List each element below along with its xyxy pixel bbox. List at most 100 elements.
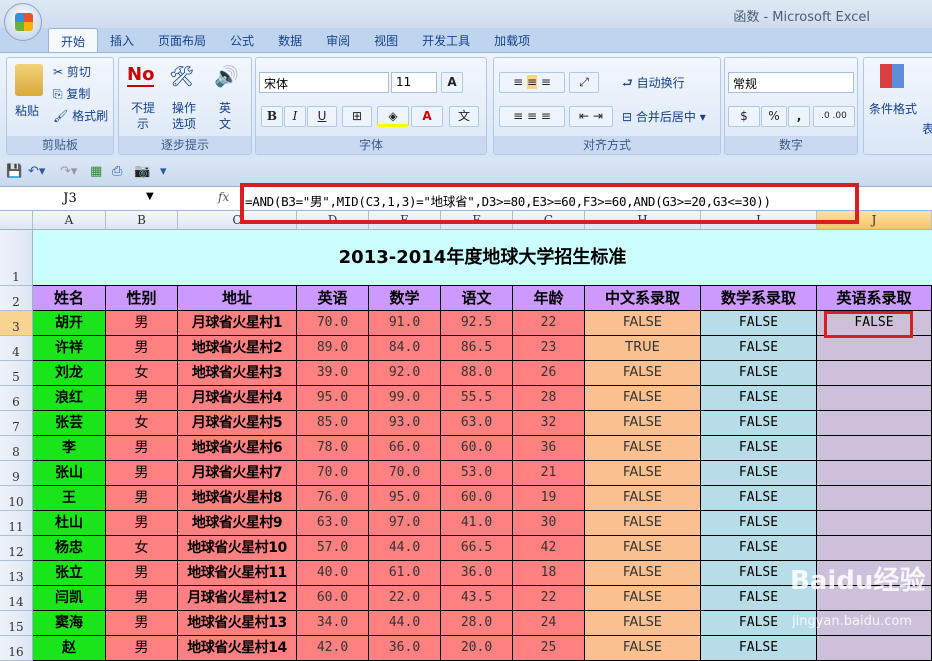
no-tip-button[interactable]: 不提示: [130, 101, 155, 131]
comma-button[interactable]: ,: [788, 106, 810, 127]
accounting-format-button[interactable]: $: [728, 106, 760, 127]
table-cell[interactable]: 92.5: [441, 311, 513, 336]
row-header-3[interactable]: 3: [0, 311, 33, 336]
font-color-button[interactable]: A: [411, 106, 443, 127]
table-cell[interactable]: 66.0: [369, 436, 441, 461]
table-cell[interactable]: [817, 386, 932, 411]
tab-3[interactable]: 公式: [230, 34, 255, 48]
table-cell[interactable]: FALSE: [701, 536, 817, 561]
row-header-13[interactable]: 13: [0, 561, 33, 586]
table-cell[interactable]: 60.0: [441, 436, 513, 461]
table-cell[interactable]: FALSE: [701, 611, 817, 636]
table-cell[interactable]: FALSE: [701, 411, 817, 436]
column-header-B[interactable]: B: [106, 211, 178, 230]
table-cell[interactable]: 63.0: [297, 511, 369, 536]
table-cell[interactable]: 23: [513, 336, 585, 361]
table-cell[interactable]: FALSE: [701, 311, 817, 336]
table-cell[interactable]: 张立: [33, 561, 106, 586]
table-cell[interactable]: 地球省火星村8: [178, 486, 297, 511]
name-box-dropdown-icon[interactable]: ▼: [146, 191, 154, 202]
table-cell[interactable]: 30: [513, 511, 585, 536]
table-cell[interactable]: 86.5: [441, 336, 513, 361]
table-cell[interactable]: FALSE: [701, 386, 817, 411]
table-cell[interactable]: 月球省火星村5: [178, 411, 297, 436]
orientation-button[interactable]: ⤢: [569, 72, 599, 93]
italic-button[interactable]: I: [284, 106, 306, 127]
table-cell[interactable]: 男: [106, 611, 178, 636]
table-cell[interactable]: 41.0: [441, 511, 513, 536]
table-cell[interactable]: 杨忠: [33, 536, 106, 561]
table-cell[interactable]: 男: [106, 636, 178, 661]
table-cell[interactable]: FALSE: [585, 411, 701, 436]
table-cell[interactable]: [817, 586, 932, 611]
table-cell[interactable]: FALSE: [585, 386, 701, 411]
tab-8[interactable]: 加载项: [494, 34, 531, 48]
table-cell[interactable]: 20.0: [441, 636, 513, 661]
table-cell[interactable]: [817, 411, 932, 436]
table-cell[interactable]: 89.0: [297, 336, 369, 361]
table-cell[interactable]: 地球省火星村13: [178, 611, 297, 636]
table-cell[interactable]: FALSE: [701, 336, 817, 361]
header-cell[interactable]: 中文系录取: [585, 286, 701, 311]
table-cell[interactable]: 男: [106, 561, 178, 586]
grow-font-button[interactable]: A: [441, 72, 463, 93]
table-cell[interactable]: 地球省火星村14: [178, 636, 297, 661]
table-cell[interactable]: 月球省火星村12: [178, 586, 297, 611]
row-header-7[interactable]: 7: [0, 411, 33, 436]
table-cell[interactable]: 地球省火星村9: [178, 511, 297, 536]
name-box[interactable]: J3: [63, 191, 77, 206]
table-cell[interactable]: 61.0: [369, 561, 441, 586]
table-cell[interactable]: TRUE: [585, 336, 701, 361]
table-cell[interactable]: 44.0: [369, 611, 441, 636]
header-cell[interactable]: 数学系录取: [701, 286, 817, 311]
table-cell[interactable]: 32: [513, 411, 585, 436]
table-cell[interactable]: FALSE: [585, 586, 701, 611]
row-header-16[interactable]: 16: [0, 636, 33, 661]
customize-qat-icon[interactable]: ▾: [160, 164, 167, 179]
table-cell[interactable]: 刘龙: [33, 361, 106, 386]
header-cell[interactable]: 语文: [441, 286, 513, 311]
table-cell[interactable]: 地球省火星村2: [178, 336, 297, 361]
table-cell[interactable]: 76.0: [297, 486, 369, 511]
table-cell[interactable]: 70.0: [297, 461, 369, 486]
table-cell[interactable]: 赵: [33, 636, 106, 661]
table-cell[interactable]: 93.0: [369, 411, 441, 436]
table-cell[interactable]: 39.0: [297, 361, 369, 386]
table-cell[interactable]: 浪红: [33, 386, 106, 411]
table-cell[interactable]: 22: [513, 586, 585, 611]
table-cell[interactable]: 月球省火星村4: [178, 386, 297, 411]
select-all-button[interactable]: [0, 211, 33, 230]
table-cell[interactable]: 36: [513, 436, 585, 461]
table-cell[interactable]: 63.0: [441, 411, 513, 436]
conditional-format-button[interactable]: 条件格式: [869, 102, 918, 116]
table-cell[interactable]: 地球省火星村10: [178, 536, 297, 561]
wrap-text-button[interactable]: ⮐ 自动换行: [622, 76, 685, 90]
insert-function-icon[interactable]: fx: [218, 190, 230, 204]
header-cell[interactable]: 英语: [297, 286, 369, 311]
tab-5[interactable]: 审阅: [326, 34, 351, 48]
table-cell[interactable]: 36.0: [369, 636, 441, 661]
tab-0[interactable]: 开始: [48, 28, 99, 53]
table-cell[interactable]: FALSE: [701, 636, 817, 661]
tab-7[interactable]: 开发工具: [422, 34, 471, 48]
table-cell[interactable]: 男: [106, 511, 178, 536]
table-cell[interactable]: 王: [33, 486, 106, 511]
table-cell[interactable]: 91.0: [369, 311, 441, 336]
row-header-2[interactable]: 2: [0, 286, 33, 311]
table-cell[interactable]: 男: [106, 436, 178, 461]
header-cell[interactable]: 姓名: [33, 286, 106, 311]
table-cell[interactable]: 女: [106, 361, 178, 386]
table-cell[interactable]: 18: [513, 561, 585, 586]
row-header-4[interactable]: 4: [0, 336, 33, 361]
table-cell[interactable]: 闫凯: [33, 586, 106, 611]
table-cell[interactable]: 36.0: [441, 561, 513, 586]
table-cell[interactable]: 窦海: [33, 611, 106, 636]
sheet-title[interactable]: 2013-2014年度地球大学招生标准: [33, 230, 932, 286]
table-cell[interactable]: [817, 336, 932, 361]
table-cell[interactable]: FALSE: [701, 486, 817, 511]
table-cell[interactable]: FALSE: [701, 586, 817, 611]
table-cell[interactable]: 李: [33, 436, 106, 461]
table-cell[interactable]: [817, 461, 932, 486]
decimal-buttons[interactable]: .0 .00: [813, 106, 855, 127]
table-cell[interactable]: [817, 536, 932, 561]
